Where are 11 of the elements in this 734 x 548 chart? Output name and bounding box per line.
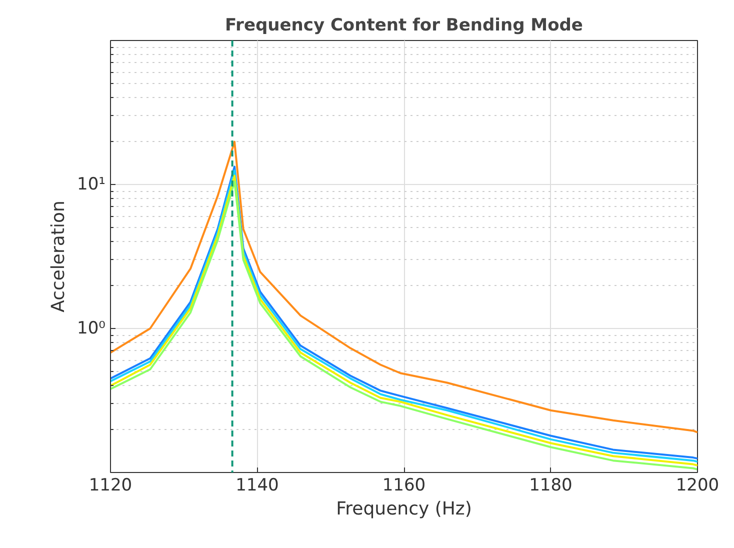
x-tick-label: 1180 [529,476,572,496]
chart-title: Frequency Content for Bending Mode [225,16,583,36]
y-tick-label: 10⁰ [77,318,106,338]
y-tick-label: 10¹ [77,174,106,194]
x-axis-title: Frequency (Hz) [336,498,472,520]
line-series [110,140,698,434]
x-tick-label: 1200 [676,476,720,496]
x-tick-label: 1160 [382,476,426,496]
x-tick-label: 1120 [88,476,132,496]
y-axis-title: Acceleration [48,200,70,312]
x-tick-label: 1140 [236,476,279,496]
